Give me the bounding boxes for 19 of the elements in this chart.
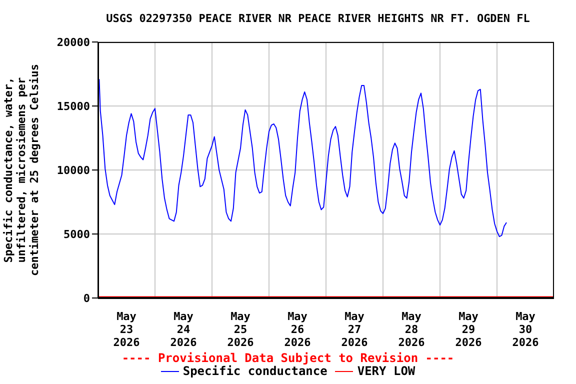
legend-label: Specific conductance	[182, 364, 328, 378]
y-tick-label: 20000	[56, 36, 90, 49]
x-tick-label: May 27 2026	[341, 310, 368, 349]
x-tick-label: May 24 2026	[170, 310, 198, 349]
legend-label: VERY LOW	[357, 364, 416, 378]
y-tick-label: 0	[83, 292, 90, 305]
x-tick-label: May 28 2026	[398, 310, 426, 349]
y-axis-title: Specific conductance, water, unfiltered, microsiemens per centimeter at 25 degrees Celsius	[2, 63, 42, 278]
y-tick-label: 15000	[56, 100, 90, 113]
y-tick-label: 5000	[64, 228, 90, 241]
x-tick-label: May 29 2026	[455, 310, 482, 349]
text: ---- Provisional Data Subject to Revision ----	[120, 351, 456, 365]
x-tick-label: May 30 2026	[512, 310, 540, 349]
chart-title: USGS 02297350 PEACE RIVER NR PEACE RIVER HEIGHTS NR FT. OGDEN FL	[105, 12, 531, 25]
line-series	[98, 78, 507, 238]
x-tick-label: May 25 2026	[227, 310, 254, 349]
y-tick-label: 10000	[56, 164, 90, 177]
x-tick-label: May 23 2026	[113, 310, 140, 349]
x-tick-label: May 26 2026	[284, 310, 312, 349]
